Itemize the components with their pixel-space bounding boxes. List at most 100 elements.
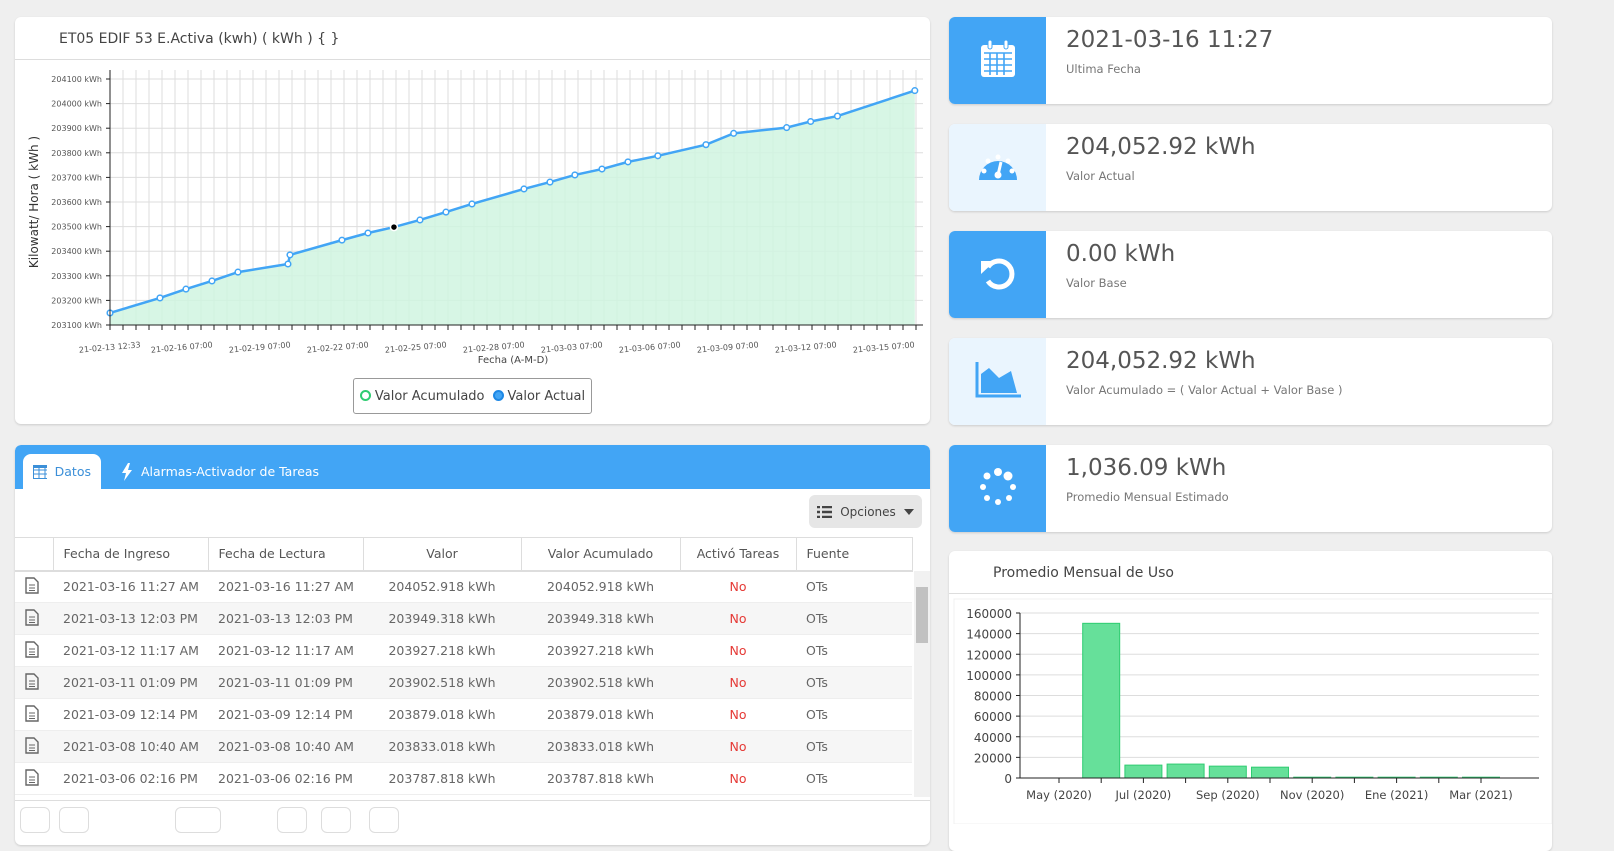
divider	[949, 593, 1552, 594]
cell-fuente: OTs	[796, 698, 912, 731]
row-icon-cell[interactable]	[15, 698, 53, 731]
kpi-value: 204,052.92 kWh	[1066, 134, 1256, 160]
bar	[1082, 622, 1121, 779]
cell-activo-tareas: No	[680, 762, 796, 795]
cell-fuente: OTs	[796, 666, 912, 699]
cell-valor: 203902.518 kWh	[363, 666, 521, 699]
x-tick-label: Sep (2020)	[1196, 788, 1260, 802]
options-button[interactable]: Opciones	[809, 495, 922, 528]
col-fecha-ingreso[interactable]: Fecha de Ingreso	[53, 537, 209, 572]
kpi-value: 2021-03-16 11:27	[1066, 27, 1274, 53]
document-icon	[25, 640, 39, 658]
chart-legend: Valor Acumulado Valor Actual	[353, 378, 592, 414]
first-page-button[interactable]	[20, 807, 50, 833]
data-point	[807, 117, 815, 126]
area-chart-icon	[975, 361, 1021, 402]
col-fuente[interactable]: Fuente	[796, 537, 913, 572]
y-tick-label: 0	[1004, 772, 1012, 786]
y-tick-label: 203900 kWh	[51, 124, 102, 133]
x-tick-label: 21-02-19 07:00	[229, 340, 291, 354]
data-point	[208, 277, 216, 285]
bar-chart-card: Promedio Mensual de Uso 0 20000 40000 60000…	[949, 551, 1552, 851]
last-page-button[interactable]	[321, 807, 351, 833]
col-activo-tareas[interactable]: Activó Tareas	[680, 537, 797, 572]
scrollbar-thumb[interactable]	[916, 587, 928, 643]
cell-fecha-ingreso: 2021-03-06 02:16 PM	[53, 762, 208, 795]
y-tick-label: 203800 kWh	[51, 149, 102, 158]
kpi-value: 0.00 kWh	[1066, 241, 1176, 267]
x-tick-label: 21-02-16 07:00	[151, 340, 213, 354]
col-valor-acumulado[interactable]: Valor Acumulado	[521, 537, 681, 572]
table-scrollbar[interactable]	[914, 571, 930, 797]
col-fecha-lectura[interactable]: Fecha de Lectura	[208, 537, 364, 572]
table-row[interactable]: 2021-03-16 11:27 AM 2021-03-16 11:27 AM 20…	[15, 570, 912, 603]
x-tick-label: Ene (2021)	[1365, 788, 1429, 802]
table-row[interactable]: 2021-03-08 10:40 AM 2021-03-08 10:40 AM 20…	[15, 730, 912, 763]
bar	[1124, 764, 1163, 779]
y-tick-label: 203300 kWh	[51, 272, 102, 281]
cell-valor-acumulado: 203902.518 kWh	[521, 666, 680, 699]
table-row[interactable]: 2021-03-13 12:03 PM 2021-03-13 12:03 PM 20…	[15, 602, 912, 635]
next-page-button[interactable]	[277, 807, 307, 833]
cell-fuente: OTs	[796, 570, 912, 603]
options-label: Opciones	[840, 504, 896, 519]
col-icon	[15, 537, 54, 572]
data-point	[702, 141, 710, 149]
cell-fuente: OTs	[796, 762, 912, 795]
document-icon	[25, 672, 39, 690]
row-icon-cell[interactable]	[15, 602, 53, 635]
bar-chart-title: Promedio Mensual de Uso	[993, 565, 1174, 581]
table-row[interactable]: 2021-03-06 02:16 PM 2021-03-06 02:16 PM 20…	[15, 762, 912, 795]
x-tick-label: 21-02-28 07:00	[463, 340, 525, 354]
x-tick-label: Jul (2020)	[1115, 788, 1172, 802]
legend-dot-icon	[492, 389, 504, 401]
y-tick-label: 120000	[966, 648, 1012, 662]
x-tick-label: 21-03-09 07:00	[697, 340, 759, 354]
data-point	[182, 285, 190, 293]
cell-activo-tareas: No	[680, 666, 796, 699]
area-valor-acumulado	[110, 90, 915, 325]
data-point	[416, 216, 424, 224]
undo-icon	[980, 255, 1016, 295]
x-tick-label: 21-03-03 07:00	[541, 340, 603, 354]
y-tick-label: 203400 kWh	[51, 247, 102, 256]
x-tick-label: 21-03-15 07:00	[853, 340, 915, 354]
row-icon-cell[interactable]	[15, 762, 53, 795]
x-tick-label: 21-03-12 07:00	[775, 340, 837, 354]
kpi-value: 204,052.92 kWh	[1066, 348, 1256, 374]
col-valor[interactable]: Valor	[363, 537, 522, 572]
legend-item-actual[interactable]: Valor Actual	[492, 389, 585, 404]
data-point	[911, 87, 919, 95]
page-input[interactable]	[175, 807, 221, 833]
plot-background	[953, 598, 1552, 824]
y-tick-label: 204100 kWh	[51, 75, 102, 84]
cell-fecha-ingreso: 2021-03-16 11:27 AM	[53, 570, 208, 603]
cell-fecha-lectura: 2021-03-11 01:09 PM	[208, 666, 363, 699]
row-icon-cell[interactable]	[15, 666, 53, 699]
readings-table: Fecha de Ingreso Fecha de Lectura Valor …	[15, 537, 913, 795]
tab-datos[interactable]: Datos	[23, 454, 101, 489]
table-row[interactable]: 2021-03-09 12:14 PM 2021-03-09 12:14 PM 20…	[15, 698, 912, 731]
cell-fuente: OTs	[796, 730, 912, 763]
row-icon-cell[interactable]	[15, 570, 53, 603]
kpi-card-valor-1: 204,052.92 kWh Valor Actual	[949, 124, 1552, 211]
cell-fecha-ingreso: 2021-03-13 12:03 PM	[53, 602, 208, 635]
row-icon-cell[interactable]	[15, 634, 53, 667]
refresh-button[interactable]	[369, 807, 399, 833]
kpi-card-ultima-0: 2021-03-16 11:27 Ultima Fecha	[949, 17, 1552, 104]
table-row[interactable]: 2021-03-11 01:09 PM 2021-03-11 01:09 PM 20…	[15, 666, 912, 699]
cell-valor-acumulado: 203927.218 kWh	[521, 634, 680, 667]
cell-activo-tareas: No	[680, 570, 796, 603]
data-point	[520, 185, 528, 193]
cell-fecha-ingreso: 2021-03-12 11:17 AM	[53, 634, 208, 667]
data-point	[286, 251, 294, 259]
kpi-icon-box	[949, 445, 1046, 532]
table-row[interactable]: 2021-03-12 11:17 AM 2021-03-12 11:17 AM 20…	[15, 634, 912, 667]
document-icon	[25, 704, 39, 722]
tab-alarmas[interactable]: Alarmas-Activador de Tareas	[111, 454, 329, 489]
gauge-icon	[978, 151, 1018, 185]
x-tick-label: Nov (2020)	[1280, 788, 1344, 802]
prev-page-button[interactable]	[59, 807, 89, 833]
legend-item-acumulado[interactable]: Valor Acumulado	[359, 389, 485, 404]
row-icon-cell[interactable]	[15, 730, 53, 763]
